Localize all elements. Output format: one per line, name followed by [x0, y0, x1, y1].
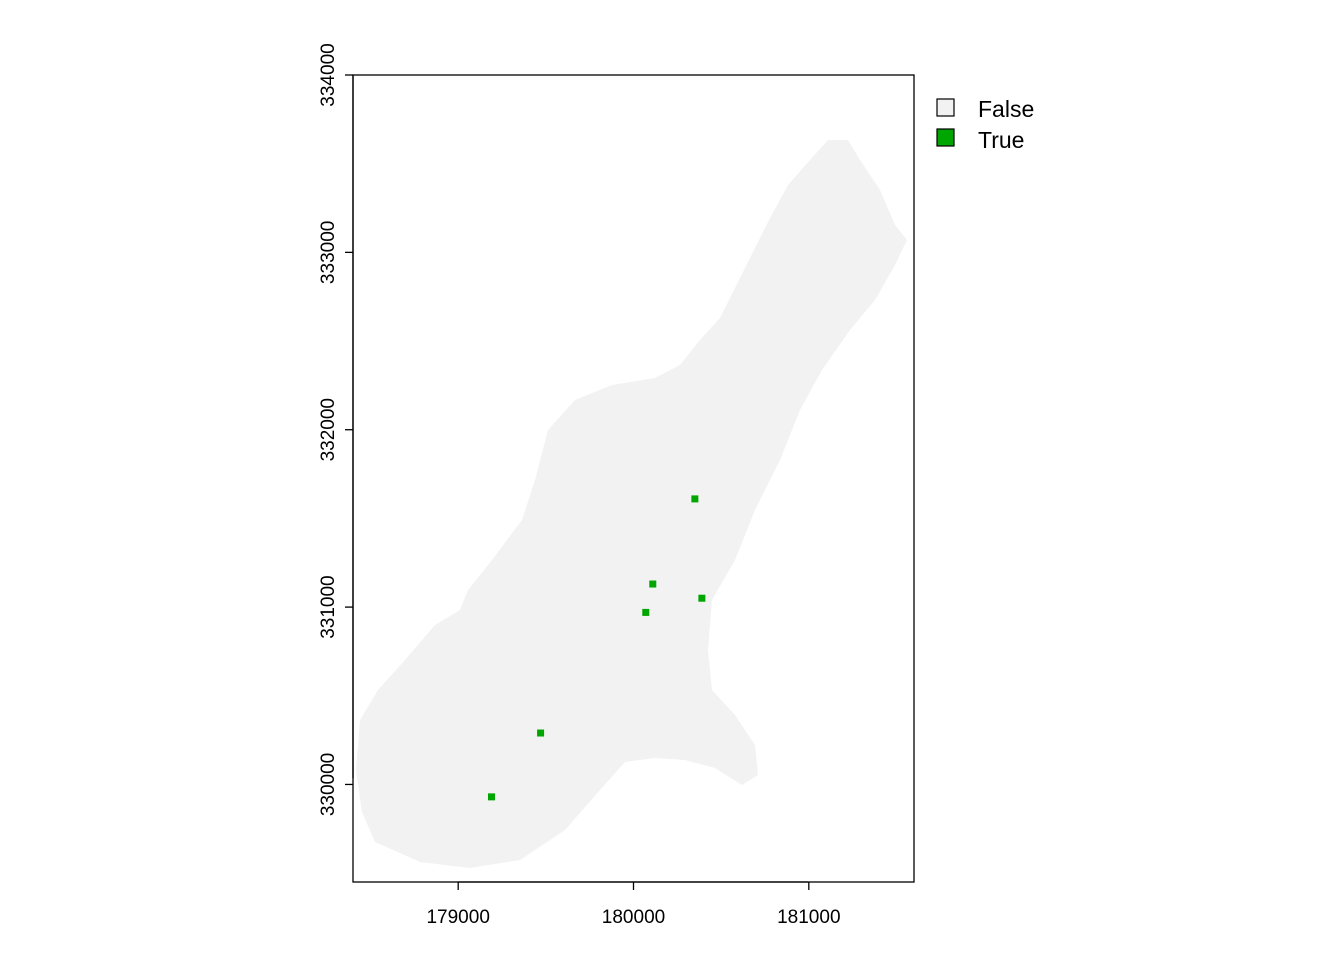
legend-swatch-false [936, 98, 955, 117]
y-axis: 330000 331000 332000 333000 334000 [318, 43, 354, 816]
raster-layer [356, 140, 907, 868]
legend-label-true: True [978, 127, 1024, 153]
true-cell-3 [642, 608, 650, 616]
y-tick-label-3: 332000 [318, 398, 339, 461]
y-tick-label-2: 331000 [318, 575, 339, 638]
y-tick-label-4: 333000 [318, 221, 339, 284]
x-tick-label-2: 180000 [602, 907, 665, 928]
true-cell-1 [487, 793, 495, 801]
true-cell-4 [649, 580, 657, 588]
legend: False True [936, 96, 1034, 153]
false-region [356, 140, 907, 868]
x-tick-label-1: 179000 [426, 907, 489, 928]
legend-label-false: False [978, 96, 1034, 122]
x-tick-label-3: 181000 [777, 907, 840, 928]
y-tick-label-5: 334000 [318, 43, 339, 106]
true-cell-6 [691, 495, 699, 503]
true-cells-layer [487, 495, 706, 801]
y-tick-label-1: 330000 [318, 753, 339, 816]
legend-swatch-true [936, 128, 955, 147]
true-cell-2 [537, 729, 545, 737]
true-cell-5 [698, 594, 706, 602]
x-axis: 179000 180000 181000 [426, 881, 841, 928]
